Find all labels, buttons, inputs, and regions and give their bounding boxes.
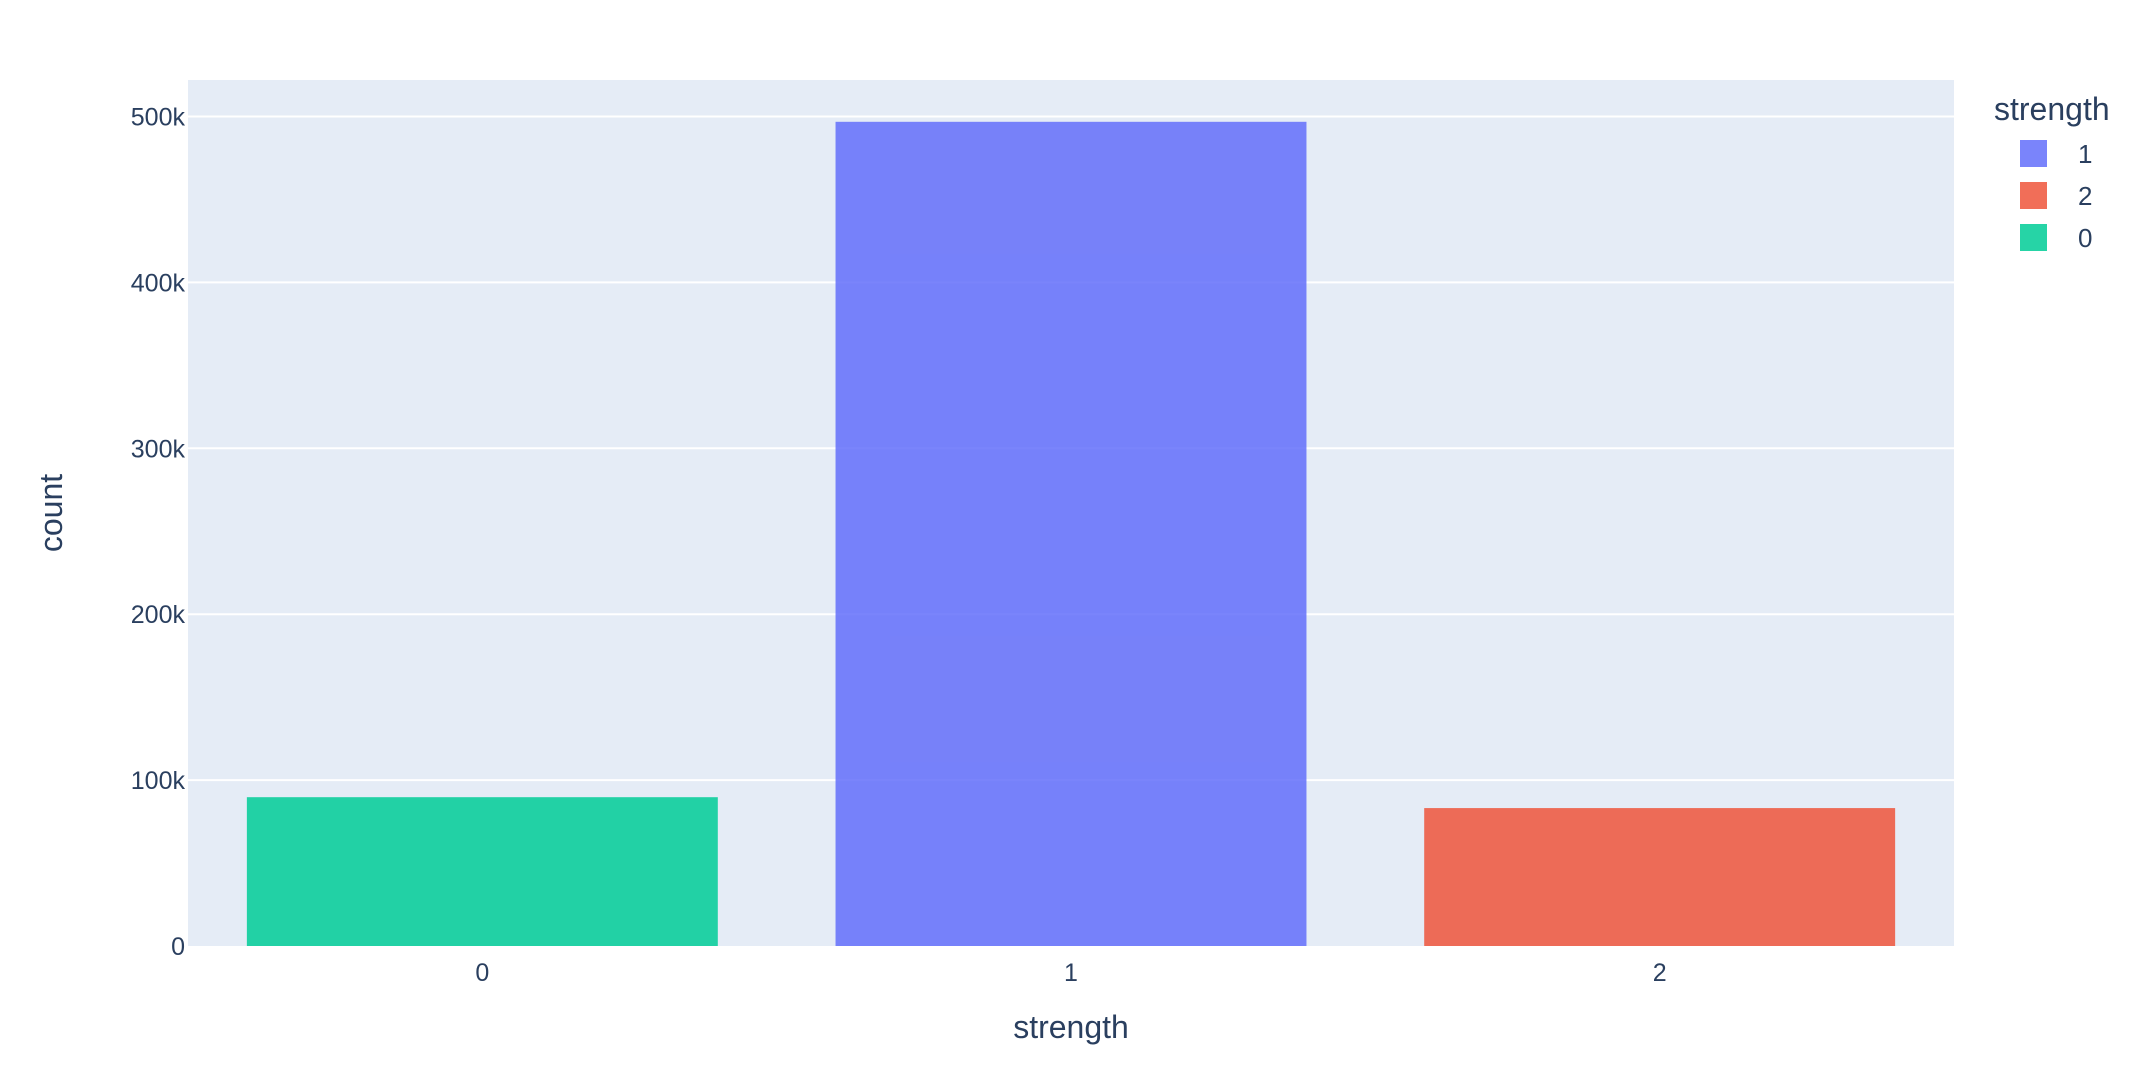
bars [246, 121, 1896, 946]
legend-label: 0 [2078, 223, 2092, 253]
legend-title: strength [1994, 91, 2110, 127]
legend-swatch [2020, 224, 2047, 251]
legend-swatch [2020, 140, 2047, 167]
y-tick-label: 500k [131, 103, 186, 131]
bar-strength-1 [835, 121, 1307, 946]
y-tick-labels: 0 100k 200k 300k 400k 500k [131, 103, 186, 961]
y-tick-label: 400k [131, 269, 186, 297]
x-tick-labels: 0 1 2 [475, 959, 1666, 987]
x-tick-label: 2 [1653, 959, 1667, 987]
legend: strength 1 2 0 [1994, 91, 2110, 253]
y-tick-label: 0 [171, 933, 185, 961]
legend-label: 1 [2078, 139, 2092, 169]
y-axis-title: count [33, 474, 69, 552]
y-tick-label: 200k [131, 601, 186, 629]
x-tick-label: 0 [475, 959, 489, 987]
legend-swatch [2020, 182, 2047, 209]
y-tick-label: 100k [131, 767, 186, 795]
legend-label: 2 [2078, 181, 2092, 211]
y-tick-label: 300k [131, 435, 186, 463]
x-tick-label: 1 [1064, 959, 1078, 987]
x-axis-title: strength [1013, 1009, 1129, 1045]
bar-strength-0 [246, 797, 718, 946]
bar-strength-2 [1424, 808, 1896, 946]
